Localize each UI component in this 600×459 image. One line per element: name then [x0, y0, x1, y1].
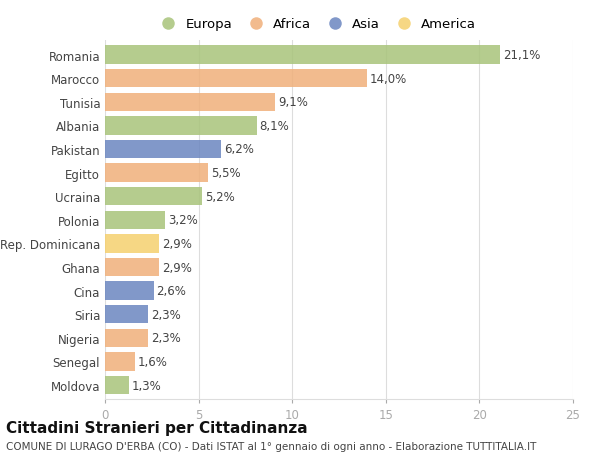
Text: 2,6%: 2,6%	[157, 285, 187, 297]
Text: 8,1%: 8,1%	[259, 120, 289, 133]
Text: 9,1%: 9,1%	[278, 96, 308, 109]
Text: 5,2%: 5,2%	[205, 190, 235, 203]
Legend: Europa, Africa, Asia, America: Europa, Africa, Asia, America	[155, 18, 476, 31]
Bar	[105, 258, 159, 277]
Text: COMUNE DI LURAGO D'ERBA (CO) - Dati ISTAT al 1° gennaio di ogni anno - Elaborazi: COMUNE DI LURAGO D'ERBA (CO) - Dati ISTA…	[6, 441, 536, 451]
Text: 5,5%: 5,5%	[211, 167, 241, 179]
Bar	[105, 117, 257, 135]
Text: 3,2%: 3,2%	[168, 214, 197, 227]
Text: 14,0%: 14,0%	[370, 73, 407, 85]
Text: 2,9%: 2,9%	[162, 237, 192, 250]
Text: 2,3%: 2,3%	[151, 331, 181, 345]
Bar	[105, 305, 148, 324]
Bar	[105, 70, 367, 88]
Bar	[105, 93, 275, 112]
Bar	[105, 329, 148, 347]
Text: 2,3%: 2,3%	[151, 308, 181, 321]
Text: Cittadini Stranieri per Cittadinanza: Cittadini Stranieri per Cittadinanza	[6, 420, 308, 435]
Bar	[105, 211, 165, 230]
Bar	[105, 235, 159, 253]
Text: 21,1%: 21,1%	[503, 49, 540, 62]
Bar	[105, 376, 130, 394]
Text: 6,2%: 6,2%	[224, 143, 254, 156]
Bar	[105, 46, 500, 65]
Text: 1,3%: 1,3%	[132, 379, 162, 392]
Bar	[105, 140, 221, 159]
Bar	[105, 188, 202, 206]
Bar	[105, 282, 154, 300]
Bar	[105, 353, 135, 371]
Text: 2,9%: 2,9%	[162, 261, 192, 274]
Text: 1,6%: 1,6%	[138, 355, 167, 368]
Bar	[105, 164, 208, 182]
